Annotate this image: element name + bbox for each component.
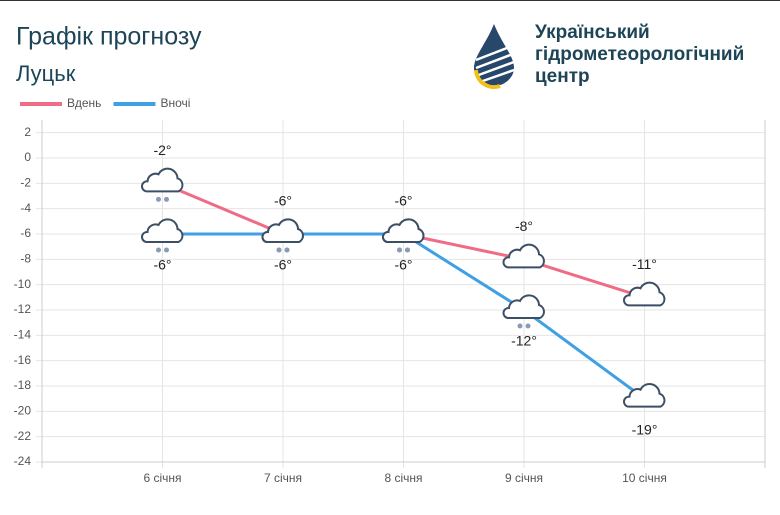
logo-text: гідрометеорологічний	[535, 44, 744, 65]
weather-icon	[261, 218, 304, 253]
cloud	[140, 218, 184, 243]
legend-label: Вдень	[67, 96, 101, 110]
y-tick-label: 2	[24, 125, 31, 139]
y-tick-label: -12	[14, 302, 32, 316]
weather-icon	[622, 383, 666, 408]
y-tick-label: -10	[14, 277, 32, 291]
y-tick-label: -8	[20, 252, 31, 266]
chart-title: Графік прогнозу	[16, 23, 202, 51]
cloud	[502, 294, 545, 319]
snowflake	[525, 323, 531, 329]
snowflake	[164, 196, 169, 202]
chart-subtitle: Луцьк	[16, 61, 76, 86]
logo	[474, 24, 515, 90]
weather-icon	[502, 294, 545, 329]
data-label: -6°	[274, 193, 292, 209]
x-tick-label: 7 січня	[264, 471, 302, 485]
legend-label: Вночі	[160, 96, 190, 110]
data-label: -6°	[394, 193, 412, 209]
y-tick-label: -4	[20, 201, 31, 215]
cloud	[140, 167, 184, 193]
y-tick-label: -6	[20, 226, 31, 240]
cloud	[502, 243, 545, 269]
weather-icon	[502, 243, 545, 269]
x-tick-label: 10 січня	[622, 471, 667, 485]
y-tick-label: -2	[20, 176, 31, 190]
y-tick-label: -24	[14, 454, 32, 468]
data-label: -12°	[511, 333, 537, 349]
weather-icon	[381, 218, 425, 253]
data-label: -2°	[153, 142, 171, 158]
snowflake	[164, 247, 169, 253]
snowflake	[284, 247, 290, 253]
snowflake	[156, 247, 161, 253]
x-tick-label: 8 січня	[384, 471, 422, 485]
y-tick-label: -20	[14, 404, 32, 418]
cloud	[622, 281, 666, 307]
weather-icon	[140, 218, 184, 253]
data-label: -11°	[632, 256, 657, 272]
snowflake	[276, 247, 282, 253]
x-tick-label: 6 січня	[143, 471, 181, 485]
snowflake	[156, 196, 161, 202]
logo-text: Український	[535, 22, 650, 43]
y-tick-label: -18	[14, 378, 32, 392]
data-label: -6°	[153, 257, 171, 273]
weather-icon	[622, 281, 666, 307]
cloud	[381, 218, 425, 243]
logo-text: центр	[535, 66, 590, 87]
cloud	[261, 218, 304, 243]
y-tick-label: -14	[14, 328, 32, 342]
snowflake	[517, 323, 523, 329]
data-label: -8°	[515, 218, 533, 234]
data-label: -6°	[274, 257, 292, 273]
snowflake	[397, 247, 402, 253]
y-tick-label: -16	[14, 353, 32, 367]
data-label: -6°	[394, 257, 412, 273]
weather-icon	[140, 167, 184, 202]
snowflake	[405, 247, 410, 253]
x-tick-label: 9 січня	[505, 471, 543, 485]
cloud	[622, 383, 666, 408]
y-tick-label: -22	[14, 429, 32, 443]
y-tick-label: 0	[24, 150, 31, 164]
data-label: -19°	[632, 421, 658, 437]
